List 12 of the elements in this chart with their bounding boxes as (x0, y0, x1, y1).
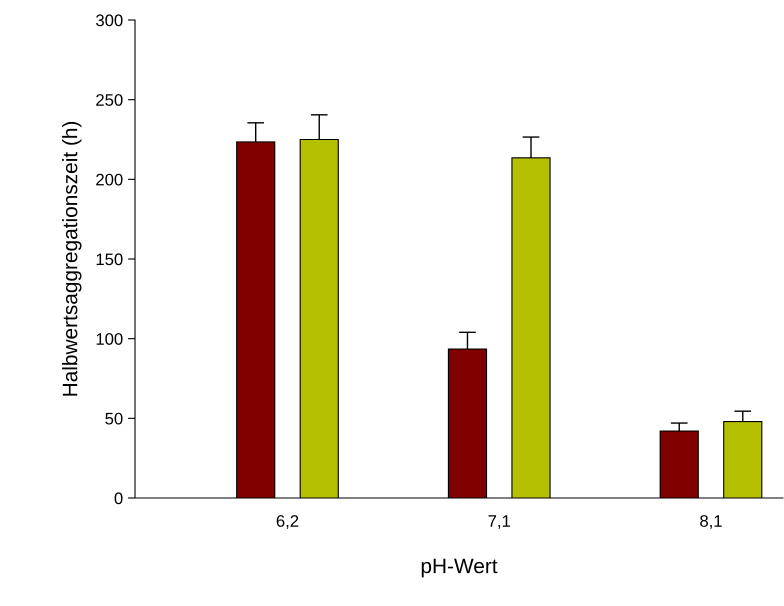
x-tick-label: 8,1 (700, 515, 722, 529)
y-tick-label: 200 (96, 174, 123, 186)
x-axis-title: pH-Wert (422, 558, 498, 578)
y-tick-label: 100 (96, 333, 123, 345)
y-tick-label: 300 (96, 14, 123, 26)
y-tick-label: 150 (96, 253, 123, 266)
y-axis-title: Halbwertsaggregationszeit (h) (62, 122, 82, 396)
y-tick-label: 50 (105, 412, 123, 425)
y-tick-label: 0 (114, 492, 123, 504)
y-tick-label: 250 (96, 94, 123, 106)
x-tick-label: 7,1 (488, 515, 510, 529)
x-tick-label: 6,2 (276, 515, 298, 529)
